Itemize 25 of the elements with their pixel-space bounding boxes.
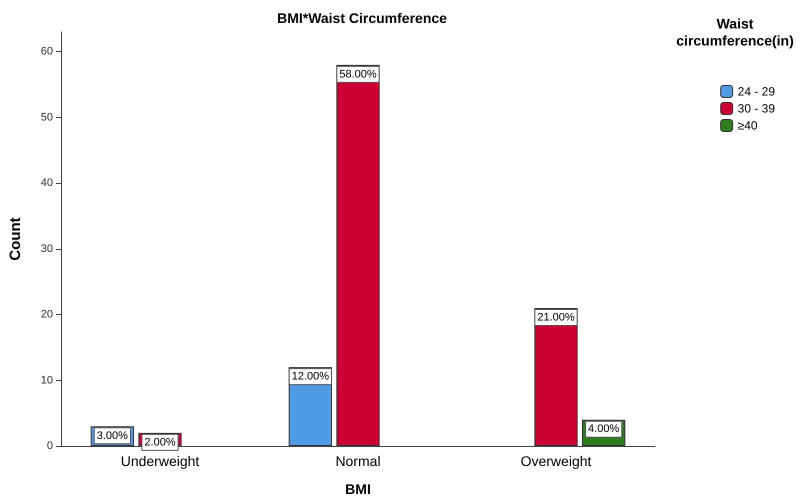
y-tick-label: 40	[40, 177, 53, 190]
y-tick-label: 20	[40, 308, 53, 321]
data-label: 3.00%	[96, 430, 128, 442]
x-tick-label: Underweight	[120, 453, 200, 469]
data-label: 58.00%	[339, 68, 377, 80]
legend-label: 30 - 39	[738, 102, 776, 116]
x-tick-label: Overweight	[520, 453, 592, 469]
y-tick-label: 50	[40, 111, 53, 124]
y-tick-label: 10	[40, 374, 53, 386]
bar	[534, 308, 578, 446]
data-label: 4.00%	[588, 423, 620, 436]
legend-title: Waist circumference(in)	[676, 16, 794, 48]
legend-label: ≥40	[738, 118, 758, 132]
y-tick-label: 30	[40, 242, 53, 255]
y-tick-label: 60	[40, 46, 53, 58]
data-label: 2.00%	[144, 436, 176, 448]
bar	[336, 64, 380, 446]
chart-title: BMI*Waist Circumference	[277, 10, 448, 26]
y-axis-title: Count	[7, 217, 24, 261]
x-tick-label: Normal	[335, 453, 381, 469]
y-tick-label: 0	[46, 440, 53, 452]
legend-label: 24 - 29	[738, 84, 776, 98]
x-axis-title: BMI	[345, 481, 371, 497]
data-label: 21.00%	[537, 312, 575, 324]
data-label: 12.00%	[292, 370, 330, 383]
